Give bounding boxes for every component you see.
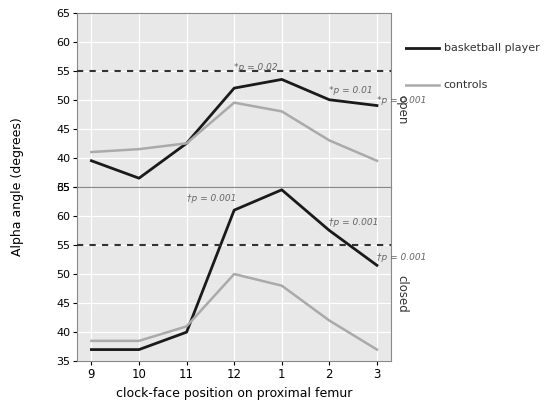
Text: *p = 0.02: *p = 0.02 (234, 63, 278, 71)
Text: *p = 0.001: *p = 0.001 (377, 96, 426, 105)
X-axis label: clock-face position on proximal femur: clock-face position on proximal femur (116, 387, 352, 400)
Text: controls: controls (444, 80, 488, 90)
Text: *p = 0.01: *p = 0.01 (329, 86, 373, 95)
Text: open: open (396, 94, 409, 124)
Text: †p = 0.001: †p = 0.001 (187, 194, 236, 203)
Text: †p = 0.001: †p = 0.001 (0, 419, 1, 420)
Text: Alpha angle (degrees): Alpha angle (degrees) (11, 118, 24, 256)
Text: †p = 0.001: †p = 0.001 (377, 252, 426, 262)
Text: †p = 0.001: †p = 0.001 (329, 218, 379, 227)
Text: closed: closed (396, 275, 409, 313)
Text: basketball player: basketball player (444, 43, 539, 53)
